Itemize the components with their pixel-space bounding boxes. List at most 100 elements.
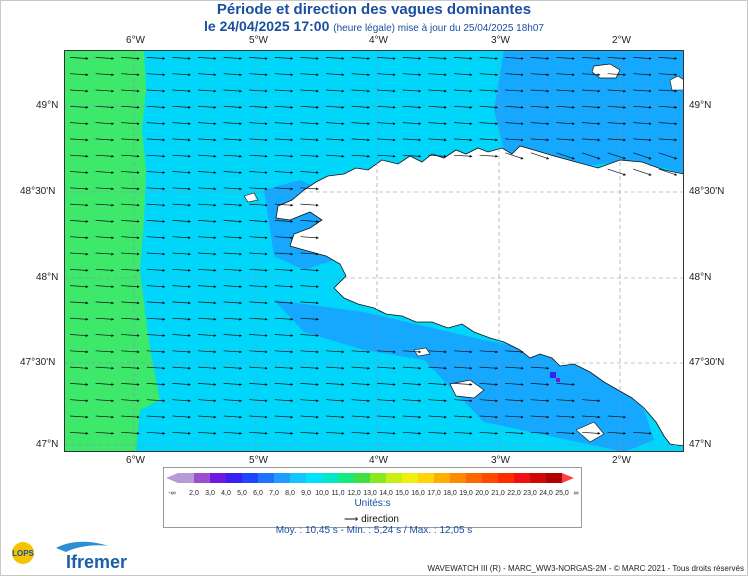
island-sark — [669, 75, 684, 91]
chart-title: Période et direction des vagues dominant… — [216, 1, 532, 18]
wave-period-map[interactable] — [64, 50, 684, 452]
direction-arrow — [249, 138, 268, 142]
direction-arrow — [607, 138, 627, 142]
direction-arrow — [325, 350, 345, 354]
direction-arrow — [428, 383, 447, 386]
direction-arrow — [581, 73, 601, 77]
direction-arrow — [300, 73, 319, 77]
direction-arrow — [453, 122, 473, 126]
direction-arrow — [69, 415, 89, 419]
direction-arrow — [505, 152, 524, 160]
lops-logo-text: LOPS — [12, 549, 34, 558]
direction-arrow — [556, 399, 575, 403]
direction-arrow — [172, 415, 191, 419]
lat-label-right-49n: 49°N — [689, 100, 712, 111]
lat-label-left-4830n: 48°30'N — [20, 186, 56, 197]
direction-arrow — [95, 317, 115, 321]
direction-arrow — [249, 187, 268, 191]
direction-arrow — [69, 383, 89, 386]
lat-label-right-47n: 47°N — [689, 439, 712, 450]
direction-arrow — [607, 415, 627, 419]
direction-arrow — [325, 154, 345, 158]
direction-arrow — [428, 138, 447, 142]
ifremer-logo-text: Ifremer — [66, 552, 127, 572]
direction-arrow — [146, 399, 166, 403]
direction-arrow — [274, 317, 294, 321]
direction-arrow — [453, 431, 473, 435]
direction-arrow — [274, 220, 294, 223]
direction-arrow — [505, 399, 524, 403]
direction-arrow — [95, 89, 115, 93]
direction-arrow — [325, 431, 345, 435]
direction-arrow — [146, 89, 166, 93]
direction-arrow — [402, 350, 422, 354]
direction-arrow — [300, 252, 319, 256]
direction-arrow — [249, 122, 268, 126]
direction-arrow — [69, 220, 89, 223]
direction-arrow — [658, 73, 678, 77]
direction-arrow — [325, 122, 345, 126]
colorbar-swatch — [210, 473, 226, 483]
direction-arrow — [274, 334, 294, 337]
colorbar-swatch — [418, 473, 434, 483]
direction-arrow — [223, 317, 243, 321]
direction-arrow — [581, 89, 601, 93]
lon-label-bottom-4w: 4°W — [369, 455, 388, 466]
direction-arrow — [633, 57, 652, 60]
direction-arrow — [172, 366, 191, 370]
direction-arrow — [633, 168, 652, 176]
direction-arrow — [505, 350, 524, 354]
direction-arrow — [146, 220, 166, 223]
direction-arrow — [146, 366, 166, 370]
direction-arrow — [274, 285, 294, 289]
direction-arrow — [197, 73, 217, 77]
direction-arrow — [377, 431, 396, 435]
direction-arrow — [172, 383, 191, 386]
colorbar-tick-label: 9,0 — [301, 490, 311, 497]
direction-arrow — [197, 89, 217, 93]
direction-arrow — [121, 252, 140, 256]
direction-arrow — [453, 154, 473, 158]
colorbar-swatch — [178, 473, 194, 483]
direction-arrow — [172, 122, 191, 126]
direction-legend: ⟶ direction — [163, 514, 580, 525]
direction-arrow — [197, 366, 217, 370]
direction-arrow — [197, 301, 217, 305]
direction-arrow — [121, 154, 140, 158]
direction-arrow — [172, 285, 191, 289]
direction-arrow — [69, 105, 89, 109]
direction-arrow — [69, 171, 89, 174]
island-noirmoutier — [575, 421, 605, 443]
direction-arrow — [505, 122, 524, 126]
direction-arrow — [300, 105, 319, 109]
direction-arrow — [505, 105, 524, 109]
direction-arrow — [69, 301, 89, 305]
direction-arrow — [172, 236, 191, 240]
direction-arrow — [581, 431, 601, 435]
colorbar-tick-label: 5,0 — [237, 490, 247, 497]
direction-arrow — [351, 383, 371, 386]
colorbar-tick-label: 16,0 — [411, 490, 425, 497]
direction-arrow — [223, 350, 243, 354]
lon-label-bottom-6w: 6°W — [126, 455, 145, 466]
direction-arrow — [453, 415, 473, 419]
direction-arrow — [325, 383, 345, 386]
direction-arrow — [633, 89, 652, 93]
direction-arrow — [197, 138, 217, 142]
direction-arrow — [325, 138, 345, 142]
direction-arrow — [223, 105, 243, 109]
direction-arrow — [223, 301, 243, 305]
direction-arrow — [453, 383, 473, 386]
colorbar-lower-cap — [166, 473, 178, 483]
direction-arrow — [658, 138, 678, 142]
direction-arrow — [121, 203, 140, 207]
direction-arrow — [479, 89, 499, 93]
direction-arrow — [121, 122, 140, 126]
sea-field-south-coast — [274, 300, 654, 452]
direction-arrow — [658, 105, 678, 109]
graticule — [64, 50, 684, 452]
direction-arrow — [95, 415, 115, 419]
direction-arrow — [428, 122, 447, 126]
direction-arrow — [351, 57, 371, 60]
direction-arrow — [607, 105, 627, 109]
